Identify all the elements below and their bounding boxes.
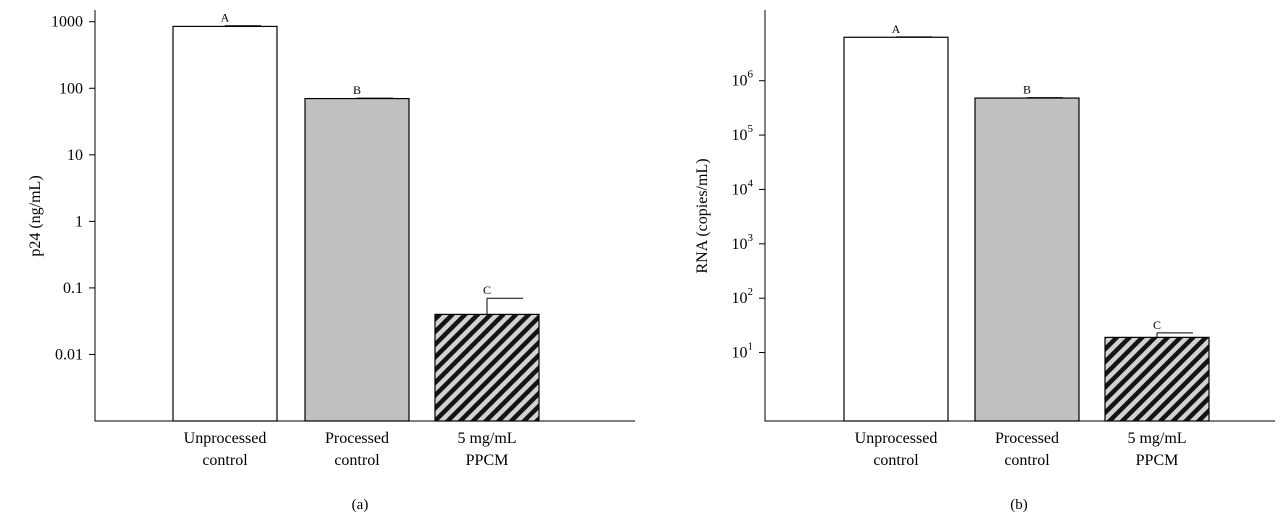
y-tick-label: 104	[732, 177, 754, 198]
y-tick-label: 106	[732, 69, 754, 90]
y-tick-label-exponent: 4	[748, 177, 754, 189]
chart-panel-a: 0.01 0.1 1 10 100 1000 A B C Unprocessed control…	[27, 10, 635, 513]
y-tick-label-exponent: 5	[748, 123, 754, 135]
y-tick-label: 105	[732, 123, 754, 144]
y-tick-label: 102	[732, 286, 754, 307]
y-tick-label: 10	[67, 147, 83, 164]
bar	[1104, 336, 1210, 422]
y-tick-label-base: 10	[732, 236, 748, 253]
y-tick-label-base: 10	[732, 345, 748, 362]
x-category-label: control	[202, 452, 248, 469]
significance-label: C	[483, 283, 491, 297]
x-category-label: control	[873, 452, 919, 469]
y-tick-label: 101	[732, 341, 754, 362]
y-axis-title-a: p24 (ng/mL)	[27, 175, 44, 256]
significance-label: B	[353, 83, 361, 97]
y-tick-label-exponent: 2	[748, 286, 754, 298]
y-axis-title-b: RNA (copies/mL)	[694, 158, 711, 273]
y-tick-label-base: 10	[732, 127, 748, 144]
panel-label-b: (b)	[1010, 497, 1028, 513]
y-tick-label: 1	[75, 213, 83, 230]
x-category-label: control	[1004, 452, 1050, 469]
x-category-label: Processed	[325, 430, 389, 447]
y-tick-label-exponent: 3	[748, 232, 754, 244]
y-tick-label: 1000	[51, 14, 83, 31]
significance-label: A	[221, 11, 230, 25]
y-tick-label: 0.1	[63, 280, 83, 297]
bar	[843, 36, 949, 422]
y-tick-label-base: 10	[732, 73, 748, 90]
bar	[434, 313, 540, 422]
x-category-label: Processed	[995, 430, 1059, 447]
x-category-label: PPCM	[1136, 452, 1179, 469]
x-category-label: 5 mg/mL	[1127, 430, 1186, 447]
y-tick-label-exponent: 6	[748, 69, 754, 81]
y-tick-label-base: 10	[732, 181, 748, 198]
significance-label: C	[1153, 318, 1161, 332]
y-tick-label: 0.01	[55, 346, 83, 363]
panel-label-a: (a)	[352, 497, 369, 513]
x-category-label: PPCM	[466, 452, 509, 469]
y-tick-label-exponent: 1	[748, 341, 754, 353]
y-tick-label: 103	[732, 232, 754, 253]
significance-label: B	[1023, 83, 1031, 97]
x-category-label: Unprocessed	[855, 430, 938, 447]
x-category-label: control	[334, 452, 380, 469]
bar	[974, 97, 1080, 422]
x-category-label: 5 mg/mL	[457, 430, 516, 447]
bar	[304, 97, 410, 422]
x-category-label: Unprocessed	[184, 430, 267, 447]
significance-label: A	[892, 22, 901, 36]
bar	[172, 25, 278, 422]
y-tick-label-base: 10	[732, 290, 748, 307]
y-tick-label: 100	[59, 80, 83, 97]
